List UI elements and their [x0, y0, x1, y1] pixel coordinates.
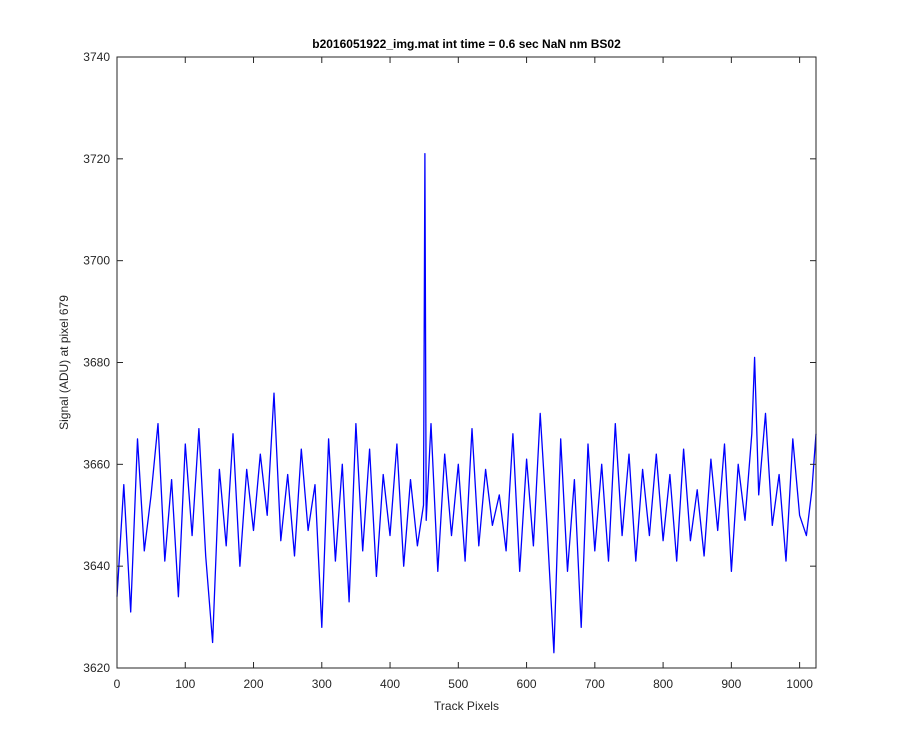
x-tick-label: 600	[517, 677, 537, 691]
x-tick-label: 500	[448, 677, 468, 691]
y-tick-label: 3700	[83, 254, 110, 268]
y-tick-label: 3720	[83, 152, 110, 166]
plot-area	[117, 57, 816, 668]
y-tick-label: 3740	[83, 50, 110, 64]
y-tick-label: 3640	[83, 559, 110, 573]
x-tick-label: 200	[244, 677, 264, 691]
series-line-0	[116, 153, 817, 654]
y-axis-label: Signal (ADU) at pixel 679	[57, 295, 71, 430]
y-axis-ticks: 3620 3640 3660 3680 3700 3720 3740	[83, 50, 816, 675]
x-tick-label: 1000	[786, 677, 813, 691]
x-tick-label: 900	[721, 677, 741, 691]
x-tick-label: 700	[585, 677, 605, 691]
y-tick-label: 3620	[83, 661, 110, 675]
x-axis-ticks: 0 100 200 300 400 500 600 700 800 900 1000	[114, 57, 813, 691]
x-tick-label: 100	[175, 677, 195, 691]
y-tick-label: 3680	[83, 356, 110, 370]
x-axis-label: Track Pixels	[434, 699, 499, 713]
y-tick-label: 3660	[83, 457, 110, 471]
x-tick-label: 0	[114, 677, 121, 691]
series-layer	[116, 153, 817, 654]
x-tick-label: 400	[380, 677, 400, 691]
x-tick-label: 300	[312, 677, 332, 691]
chart-title: b2016051922_img.mat int time = 0.6 sec N…	[312, 37, 621, 51]
x-tick-label: 800	[653, 677, 673, 691]
